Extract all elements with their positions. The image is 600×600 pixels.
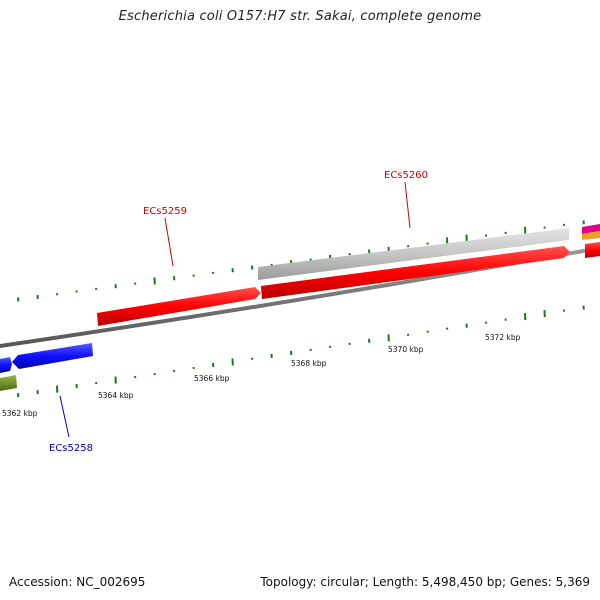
gene-label-ECs5260[interactable]: ECs5260 xyxy=(384,170,428,181)
gc-content-track-outer xyxy=(17,220,585,302)
gene-ECs5260-leader xyxy=(404,181,411,229)
axis-label: 5372 kbp xyxy=(485,333,521,342)
genome-summary-text: Topology: circular; Length: 5,498,450 bp… xyxy=(260,575,590,589)
axis-label: 5362 kbp xyxy=(2,409,38,418)
axis-label: 5364 kbp xyxy=(98,391,134,400)
gene-label-ECs5259[interactable]: ECs5259 xyxy=(143,206,187,217)
gene-orange-partial[interactable] xyxy=(582,231,600,240)
gene-ECs5259-arrow[interactable] xyxy=(97,287,261,326)
axis-label: 5366 kbp xyxy=(194,374,230,383)
axis-label: 5370 kbp xyxy=(388,345,424,354)
gene-red-partial-right[interactable] xyxy=(585,242,600,258)
gene-ECs5258-arrow[interactable] xyxy=(12,343,93,369)
gene-magenta-partial[interactable] xyxy=(582,224,600,234)
gene-blue-partial-left[interactable] xyxy=(0,357,12,373)
accession-text: Accession: NC_002695 xyxy=(9,575,146,589)
gene-ECs5258-leader xyxy=(59,395,70,438)
gene-gray-arrow[interactable] xyxy=(258,228,569,280)
gene-ECs5259-leader xyxy=(164,217,174,267)
gene-olive-partial[interactable] xyxy=(0,375,17,391)
genome-backbone xyxy=(0,246,600,348)
gc-content-track-inner xyxy=(17,305,585,398)
gene-label-ECs5258[interactable]: ECs5258 xyxy=(49,443,93,454)
gene-ECs5260-arrow[interactable] xyxy=(261,246,570,299)
map-title: Escherichia coli O157:H7 str. Sakai, com… xyxy=(118,9,482,24)
axis-label: 5368 kbp xyxy=(291,359,327,368)
